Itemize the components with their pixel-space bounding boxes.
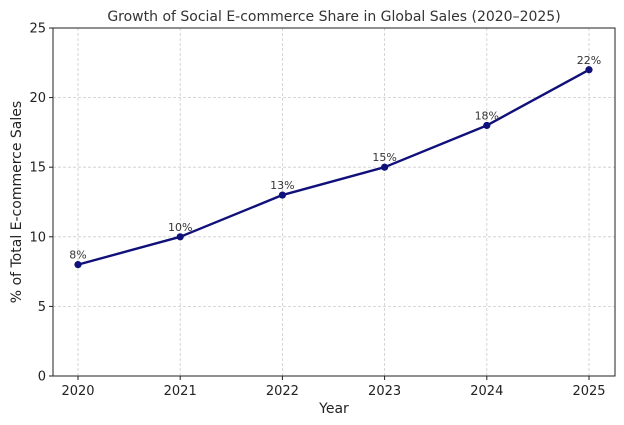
y-tick-label: 0: [38, 370, 46, 385]
x-axis-ticks: 2020 2021 2022 2023 2024 2025: [61, 376, 606, 399]
x-tick-label: 2024: [470, 384, 503, 399]
y-axis-ticks: 0 5 10 15 20 25: [29, 22, 53, 385]
y-tick-label: 20: [29, 91, 46, 106]
x-tick-label: 2020: [61, 384, 94, 399]
x-tick-label: 2025: [572, 384, 605, 399]
x-tick-label: 2021: [164, 384, 197, 399]
data-point: [483, 121, 491, 130]
data-point: [278, 191, 286, 199]
x-tick-label: 2022: [266, 384, 299, 399]
y-tick-label: 5: [38, 300, 46, 315]
y-tick-label: 10: [29, 230, 46, 245]
data-point: [381, 163, 389, 171]
y-axis-label: % of Total E-commerce Sales: [9, 101, 25, 303]
series: [74, 66, 593, 269]
data-point: [176, 233, 184, 241]
data-labels: 8% 10% 13% 15% 18% 22%: [69, 54, 601, 262]
x-tick-label: 2023: [368, 384, 401, 399]
x-axis-label: Year: [318, 401, 349, 417]
grid: [53, 27, 615, 377]
chart-title: Growth of Social E-commerce Share in Glo…: [107, 9, 560, 25]
series-line: [77, 68, 590, 266]
y-tick-label: 25: [29, 22, 46, 37]
data-label: 8%: [69, 249, 86, 262]
data-point: [585, 66, 593, 74]
y-tick-label: 15: [29, 161, 46, 176]
axes: [52, 27, 616, 377]
data-label: 18%: [475, 109, 499, 122]
data-label: 22%: [577, 54, 601, 67]
plot-frame: [52, 27, 616, 377]
data-label: 13%: [270, 179, 294, 192]
data-label: 15%: [372, 151, 396, 164]
data-label: 10%: [168, 221, 192, 234]
data-point: [74, 261, 82, 269]
